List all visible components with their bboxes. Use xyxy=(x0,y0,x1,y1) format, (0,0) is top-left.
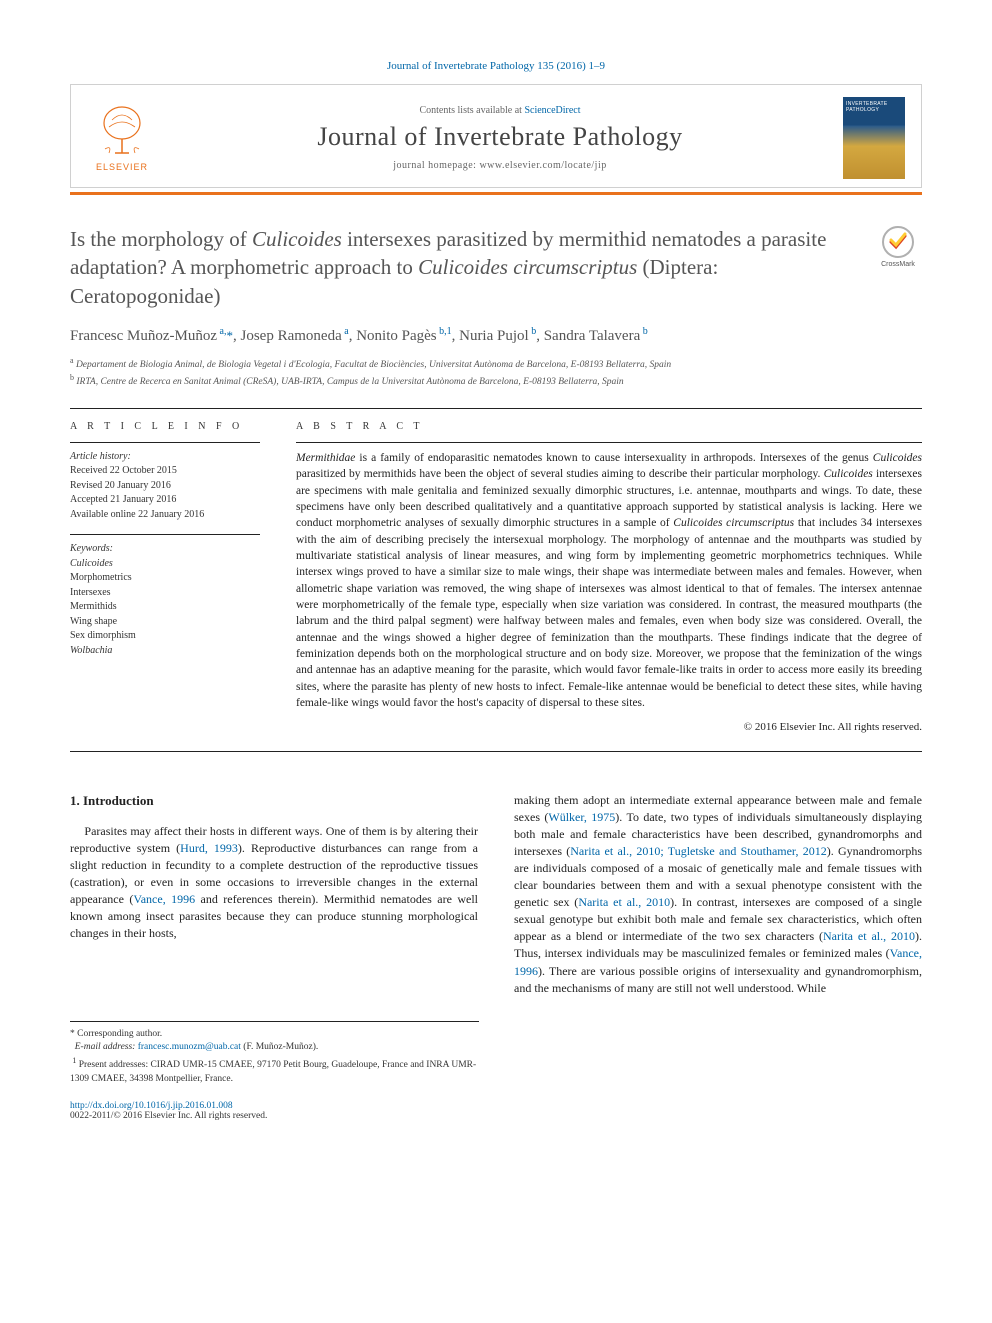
author-list: Francesc Muñoz-Muñoz a,*, Josep Ramoneda… xyxy=(70,326,922,345)
paragraph: making them adopt an intermediate extern… xyxy=(514,792,922,996)
corresponding-footnote: * Corresponding author. xyxy=(70,1028,479,1042)
citation-link[interactable]: Narita et al., 2010 xyxy=(823,929,915,943)
keyword: Intersexes xyxy=(70,586,260,601)
section-heading: 1. Introduction xyxy=(70,792,478,810)
keyword: Wing shape xyxy=(70,615,260,630)
body-text: 1. Introduction Parasites may affect the… xyxy=(70,792,922,996)
citation-link[interactable]: Hurd, 1993 xyxy=(180,841,238,855)
journal-cover-thumbnail xyxy=(843,97,905,179)
journal-homepage: journal homepage: www.elsevier.com/locat… xyxy=(173,160,827,171)
citation-link[interactable]: Vance, 1996 xyxy=(133,892,195,906)
paragraph: Parasites may affect their hosts in diff… xyxy=(70,823,478,942)
article-title: Is the morphology of Culicoides intersex… xyxy=(70,225,854,310)
contents-line: Contents lists available at ScienceDirec… xyxy=(173,105,827,116)
journal-reference: Journal of Invertebrate Pathology 135 (2… xyxy=(70,60,922,72)
crossmark-icon xyxy=(881,225,915,259)
citation-link[interactable]: Narita et al., 2010 xyxy=(578,895,670,909)
crossmark-badge[interactable]: CrossMark xyxy=(874,225,922,273)
keyword: Morphometrics xyxy=(70,571,260,586)
author: Nuria Pujol b xyxy=(459,328,536,344)
left-column: 1. Introduction Parasites may affect the… xyxy=(70,792,478,996)
doi-link[interactable]: http://dx.doi.org/10.1016/j.jip.2016.01.… xyxy=(70,1101,233,1111)
header-rule xyxy=(70,192,922,195)
elsevier-tree-icon xyxy=(97,105,147,160)
footnotes: * Corresponding author. E-mail address: … xyxy=(70,1021,479,1087)
abstract-copyright: © 2016 Elsevier Inc. All rights reserved… xyxy=(296,721,922,733)
article-info-heading: A R T I C L E I N F O xyxy=(70,421,260,432)
doi-block: http://dx.doi.org/10.1016/j.jip.2016.01.… xyxy=(70,1101,479,1121)
corresponding-star-icon: * xyxy=(227,328,234,343)
affiliation: a Departament de Biologia Animal, de Bio… xyxy=(70,355,922,372)
sciencedirect-link[interactable]: ScienceDirect xyxy=(524,105,580,116)
section-rule xyxy=(70,408,922,409)
abstract-column: A B S T R A C T Mermithidae is a family … xyxy=(296,421,922,733)
article-info-sidebar: A R T I C L E I N F O Article history: R… xyxy=(70,421,260,733)
citation-link[interactable]: Wülker, 1975 xyxy=(548,810,615,824)
keyword: Wolbachia xyxy=(70,644,260,659)
contents-prefix: Contents lists available at xyxy=(419,105,524,116)
author: Nonito Pagès b,1 xyxy=(356,328,451,344)
journal-name: Journal of Invertebrate Pathology xyxy=(173,122,827,152)
issn-copyright: 0022-2011/© 2016 Elsevier Inc. All right… xyxy=(70,1111,267,1121)
abstract-heading: A B S T R A C T xyxy=(296,421,922,432)
article-history: Article history: Received 22 October 201… xyxy=(70,450,260,523)
citation-link[interactable]: Narita et al., 2010; Tugletske and Stout… xyxy=(570,844,826,858)
elsevier-name: ELSEVIER xyxy=(96,162,148,172)
elsevier-logo: ELSEVIER xyxy=(87,98,157,178)
keyword: Mermithids xyxy=(70,600,260,615)
author: Josep Ramoneda a xyxy=(241,328,349,344)
keyword: Sex dimorphism xyxy=(70,629,260,644)
author: Francesc Muñoz-Muñoz a,* xyxy=(70,328,233,344)
abstract-text: Mermithidae is a family of endoparasitic… xyxy=(296,450,922,711)
author: Sandra Talavera b xyxy=(544,328,648,344)
right-column: making them adopt an intermediate extern… xyxy=(514,792,922,996)
email-link[interactable]: francesc.munozm@uab.cat xyxy=(138,1042,241,1052)
keywords-block: Keywords: Culicoides Morphometrics Inter… xyxy=(70,542,260,658)
present-address-footnote: 1 Present addresses: CIRAD UMR-15 CMAEE,… xyxy=(70,1055,479,1087)
affiliation: b IRTA, Centre de Recerca en Sanitat Ani… xyxy=(70,372,922,389)
journal-header: ELSEVIER Contents lists available at Sci… xyxy=(70,84,922,188)
affiliation-list: a Departament de Biologia Animal, de Bio… xyxy=(70,355,922,390)
email-footnote: E-mail address: francesc.munozm@uab.cat … xyxy=(70,1041,479,1055)
keyword: Culicoides xyxy=(70,557,260,572)
section-rule xyxy=(70,751,922,752)
